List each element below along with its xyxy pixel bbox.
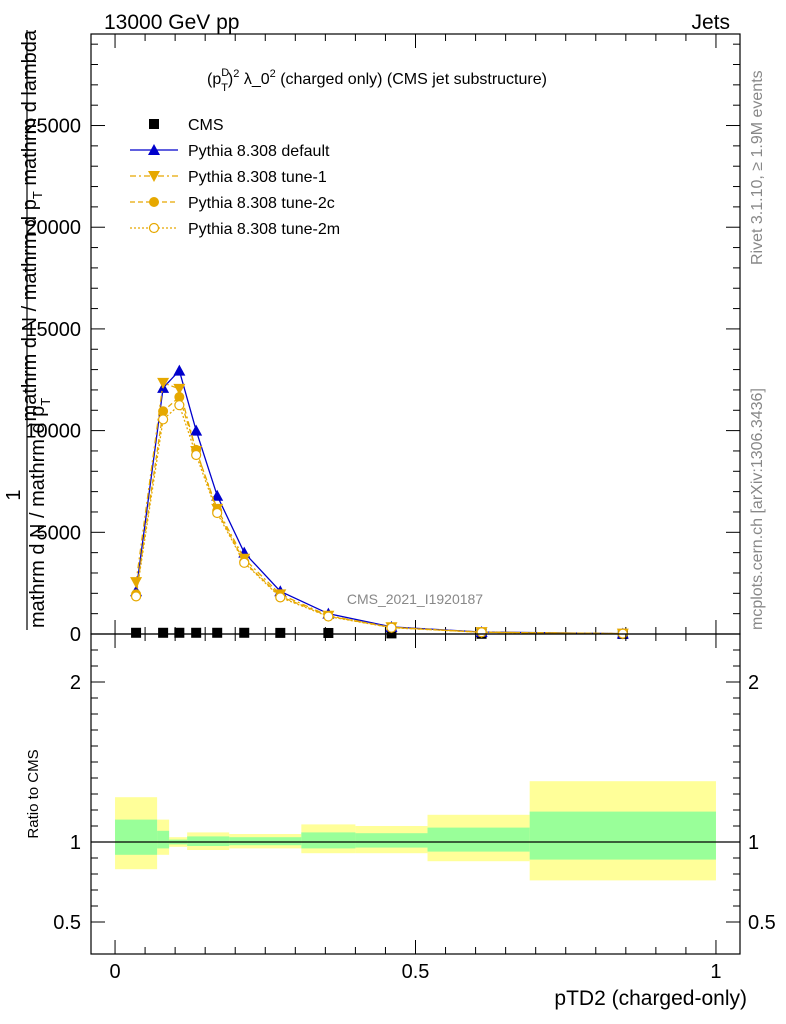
y-tick-label: 5000	[37, 522, 82, 544]
cms-data-point	[239, 627, 250, 638]
ratio-band-green	[529, 811, 716, 860]
analysis-watermark: CMS_2021_I1920187	[347, 591, 483, 607]
header-left: 13000 GeV pp	[104, 11, 239, 34]
title-p: (p	[207, 71, 221, 88]
mc-data-point	[173, 383, 186, 395]
cms-data-point	[212, 627, 223, 638]
legend-label: Pythia 8.308 tune-2m	[188, 221, 340, 238]
mc-data-point	[239, 557, 250, 568]
mc-data-point	[130, 591, 142, 602]
mc-data-point	[157, 377, 170, 389]
cms-data-point	[323, 627, 334, 638]
legend-marker	[149, 119, 159, 129]
x-tick-label: 0.5	[402, 961, 430, 983]
chart-title: (pD T)2 λ_02 (charged only) (CMS jet subs…	[207, 67, 547, 94]
x-axis-label: pTD2 (charged-only)	[554, 987, 747, 1010]
cms-data-point	[275, 627, 286, 638]
ratio-y-tick-label-right: 2	[748, 672, 759, 694]
mc-data-point	[323, 611, 334, 622]
main-ylabel: 1 mathrm d N / mathrm d pT mathrm d lamb…	[3, 29, 53, 630]
ratio-y-tick-label-right: 1	[748, 832, 759, 854]
mc-data-point	[130, 577, 143, 589]
legend-label: Pythia 8.308 default	[188, 143, 330, 160]
ratio-frame	[90, 633, 741, 955]
ratio-y-tick-label-left: 1	[70, 832, 81, 854]
ratio-band-green	[157, 830, 170, 849]
legend-marker	[148, 144, 160, 155]
legend: CMS Pythia 8.308 default Pythia 8.308 tune…	[130, 117, 340, 238]
legend-marker	[148, 222, 160, 234]
mc-data-point	[158, 414, 169, 425]
title-rest: (charged only) (CMS jet substructure)	[276, 71, 547, 88]
mc-data-point	[174, 400, 185, 411]
mc-data-point	[386, 622, 397, 633]
ratio-bands	[91, 781, 740, 881]
ratio-y-tick-label-right: 0.5	[748, 912, 776, 934]
mc-data-point	[212, 507, 223, 519]
main-axis-ticks: 0 5000 10000 15000 20000 25000	[25, 34, 740, 646]
title-sup-2: 2	[233, 68, 239, 80]
legend-label: Pythia 8.308 tune-1	[188, 169, 327, 186]
x-tick-label: 1	[710, 961, 721, 983]
ratio-band-green	[115, 819, 158, 855]
cms-data-point	[386, 628, 397, 639]
ratio-band-green	[301, 832, 356, 849]
legend-marker	[148, 171, 160, 182]
ylabel-num-sep: /	[19, 300, 41, 317]
ylabel-den-1: mathrm d N / mathrm d p	[27, 406, 49, 628]
ylabel-num-5: mathrm d lambda	[19, 29, 41, 185]
mc-data-point	[191, 449, 202, 461]
mc-data-point	[211, 489, 224, 501]
main-panel: 0 5000 10000 15000 20000 25000 CMS_2021_I1920…	[3, 29, 741, 646]
ratio-y-tick-label-left: 2	[70, 672, 81, 694]
rivet-label: Rivet 3.1.10, ≥ 1.9M events	[749, 70, 766, 265]
ratio-band-green	[427, 827, 530, 852]
legend-label: CMS	[188, 117, 224, 134]
mc-data-point	[476, 627, 487, 638]
main-series	[130, 364, 629, 640]
header-right: Jets	[691, 11, 730, 34]
ratio-axis-ticks: 0.5 0.5 1 1 2 2 0 0.5 1	[53, 634, 776, 983]
mc-data-point	[190, 424, 203, 436]
cms-data-point	[158, 627, 169, 638]
mc-data-point	[174, 392, 185, 403]
cms-data-point	[191, 627, 202, 638]
title-lambda: λ_0	[239, 71, 269, 88]
ylabel-one: 1	[3, 489, 25, 500]
x-tick-label: 0	[109, 961, 120, 983]
mc-data-point	[173, 364, 186, 376]
mc-data-point	[275, 592, 286, 603]
mcplots-label: mcplots.cern.ch [arXiv:1306.3436]	[749, 388, 766, 630]
ylabel-num-2: N	[19, 317, 41, 331]
cms-data-point	[174, 627, 185, 638]
y-tick-label: 15000	[25, 319, 81, 341]
legend-label: Pythia 8.308 tune-2c	[188, 195, 335, 212]
ratio-ylabel: Ratio to CMS	[25, 749, 42, 838]
ratio-band-green	[187, 836, 230, 846]
ylabel-num-3: mathrm d p	[19, 199, 41, 300]
legend-marker	[149, 197, 159, 207]
cms-data-point	[131, 627, 142, 638]
ratio-y-tick-label-left: 0.5	[53, 912, 81, 934]
title-sup-d: D	[221, 67, 229, 79]
ratio-panel: 0.5 0.5 1 1 2 2 0 0.5 1 Ratio to CMS pTD2 (charg…	[25, 633, 776, 1010]
ylabel-denominator: mathrm d N / mathrm d pT	[27, 398, 53, 628]
ratio-band-green	[229, 837, 302, 846]
title-sub-t: T	[221, 82, 228, 94]
y-tick-label: 0	[70, 624, 81, 646]
title-close: )	[228, 71, 233, 88]
series-line	[135, 404, 623, 635]
y-tick-label: 25000	[25, 116, 81, 138]
title-sup-2b: 2	[270, 68, 276, 80]
ylabel-numerator: mathrm d N / mathrm d pT mathrm d lambda	[19, 29, 47, 421]
y-tick-label: 10000	[25, 421, 81, 443]
ratio-band-green	[355, 833, 428, 848]
ylabel-num-4: T	[30, 191, 45, 199]
mc-data-point	[158, 406, 169, 417]
y-tick-label: 20000	[25, 217, 81, 239]
ylabel-num-1: mathrm d	[19, 337, 41, 421]
ylabel-den-2: T	[38, 398, 53, 406]
